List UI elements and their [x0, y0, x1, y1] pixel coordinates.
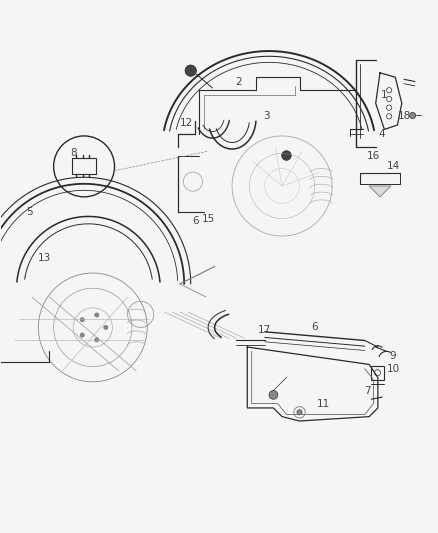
Circle shape: [297, 410, 302, 415]
Text: 14: 14: [386, 161, 400, 172]
Text: 12: 12: [180, 118, 193, 128]
Text: 17: 17: [258, 325, 271, 335]
Text: 13: 13: [38, 253, 52, 263]
Text: 4: 4: [379, 129, 385, 139]
Circle shape: [95, 338, 99, 342]
Circle shape: [410, 112, 416, 118]
Text: 16: 16: [367, 150, 380, 160]
Circle shape: [104, 325, 108, 329]
Circle shape: [269, 391, 278, 399]
Text: 2: 2: [283, 150, 290, 160]
Polygon shape: [369, 186, 391, 197]
Circle shape: [95, 313, 99, 317]
Text: 6: 6: [192, 216, 198, 226]
Text: 11: 11: [317, 399, 330, 409]
Circle shape: [80, 333, 85, 337]
Circle shape: [80, 318, 85, 322]
Text: 18: 18: [397, 111, 410, 122]
Circle shape: [282, 151, 291, 160]
Text: 2: 2: [235, 77, 242, 86]
Text: 5: 5: [26, 207, 33, 217]
Text: 9: 9: [390, 351, 396, 361]
Text: 8: 8: [70, 148, 77, 158]
Text: 10: 10: [386, 364, 399, 374]
Text: 3: 3: [264, 111, 270, 122]
Text: 1: 1: [381, 90, 388, 100]
Circle shape: [185, 65, 196, 76]
Text: 7: 7: [364, 385, 370, 395]
Text: 15: 15: [201, 214, 215, 224]
Text: 6: 6: [311, 322, 318, 333]
